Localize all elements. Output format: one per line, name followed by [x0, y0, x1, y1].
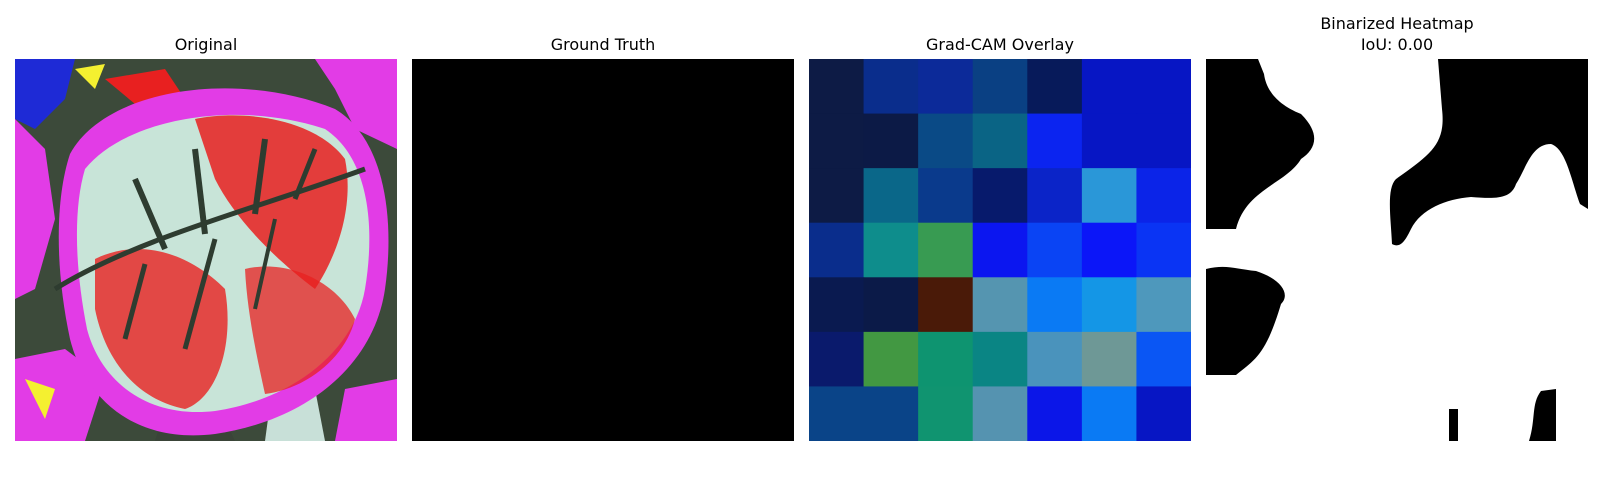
panel-title-original: Original	[174, 35, 238, 54]
gradcam-cell-r5-c3	[972, 331, 1028, 388]
gradcam-cell-r5-c5	[1081, 331, 1138, 388]
gradcam-overlay	[809, 59, 1191, 441]
gradcam-cell-r6-c5	[1081, 386, 1138, 441]
gradcam-cell-r3-c1	[863, 222, 919, 278]
iou-label: IoU: 0.00	[1360, 35, 1434, 54]
ground-truth-fill	[412, 59, 794, 441]
gradcam-cell-r2-c5	[1081, 168, 1138, 224]
gradcam-cell-r4-c1	[863, 277, 919, 333]
gradcam-cell-r0-c6	[1136, 59, 1191, 115]
gradcam-cell-r3-c4	[1027, 222, 1083, 278]
gradcam-cell-r5-c0	[809, 331, 865, 388]
gradcam-cell-r1-c5	[1081, 113, 1138, 169]
panel-gradcam: Grad-CAM Overlay	[809, 0, 1191, 500]
original-image-art	[15, 59, 397, 441]
gradcam-cell-r0-c1	[863, 59, 919, 115]
ground-truth-mask-art	[412, 59, 794, 441]
gradcam-cell-r4-c6	[1136, 277, 1191, 333]
gradcam-cell-r3-c2	[918, 222, 974, 278]
gradcam-cell-r5-c4	[1027, 331, 1083, 388]
gradcam-cell-r0-c3	[972, 59, 1028, 115]
gradcam-cell-r3-c3	[972, 222, 1028, 278]
gradcam-cell-r2-c4	[1027, 168, 1083, 224]
gradcam-cell-r2-c6	[1136, 168, 1191, 224]
panel-title-ground-truth: Ground Truth	[550, 35, 656, 54]
ground-truth-mask	[412, 59, 794, 441]
gradcam-cell-r1-c2	[918, 113, 974, 169]
gradcam-cell-r6-c4	[1027, 386, 1083, 441]
binarized-heatmap	[1206, 59, 1588, 441]
gradcam-cell-r2-c3	[972, 168, 1028, 224]
gradcam-cell-r4-c3	[972, 277, 1028, 333]
gradcam-cell-r4-c2	[918, 277, 974, 333]
panel-original: Original	[15, 0, 397, 500]
gradcam-cell-r0-c4	[1027, 59, 1083, 115]
gradcam-cell-r0-c2	[918, 59, 974, 115]
gradcam-cell-r4-c5	[1081, 277, 1138, 333]
gradcam-cell-r5-c1	[863, 331, 919, 388]
gradcam-cell-r5-c2	[918, 331, 974, 388]
gradcam-cell-r3-c5	[1081, 222, 1138, 278]
gradcam-cell-r6-c1	[863, 386, 919, 441]
gradcam-cell-r6-c2	[918, 386, 974, 441]
gradcam-cell-r1-c1	[863, 113, 919, 169]
panel-binarized: Binarized Heatmap IoU: 0.00	[1206, 0, 1588, 500]
gradcam-cell-r2-c1	[863, 168, 919, 224]
panel-ground-truth: Ground Truth	[412, 0, 794, 500]
gradcam-cell-r1-c4	[1027, 113, 1083, 169]
gradcam-cell-r6-c0	[809, 386, 865, 441]
binarized-heatmap-art	[1206, 59, 1588, 441]
gradcam-cell-r0-c0	[809, 59, 865, 115]
gradcam-cell-r0-c5	[1081, 59, 1138, 115]
gradcam-cell-r2-c0	[809, 168, 865, 224]
gradcam-cell-r3-c6	[1136, 222, 1191, 278]
gradcam-cell-r6-c6	[1136, 386, 1191, 441]
gradcam-cell-r3-c0	[809, 222, 865, 278]
binary-foreground-region	[1206, 59, 1588, 441]
gradcam-cell-r1-c0	[809, 113, 865, 169]
gradcam-grid	[809, 59, 1191, 441]
gradcam-cell-r5-c6	[1136, 331, 1191, 388]
gradcam-cell-r2-c2	[918, 168, 974, 224]
gradcam-cell-r4-c4	[1027, 277, 1083, 333]
panel-title-gradcam: Grad-CAM Overlay	[926, 35, 1074, 54]
gradcam-cell-r1-c3	[972, 113, 1028, 169]
panel-title-binarized: Binarized Heatmap	[1320, 14, 1474, 33]
gradcam-cell-r4-c0	[809, 277, 865, 333]
gradcam-cell-r6-c3	[972, 386, 1028, 441]
original-image	[15, 59, 397, 441]
gradcam-cell-r1-c6	[1136, 113, 1191, 169]
